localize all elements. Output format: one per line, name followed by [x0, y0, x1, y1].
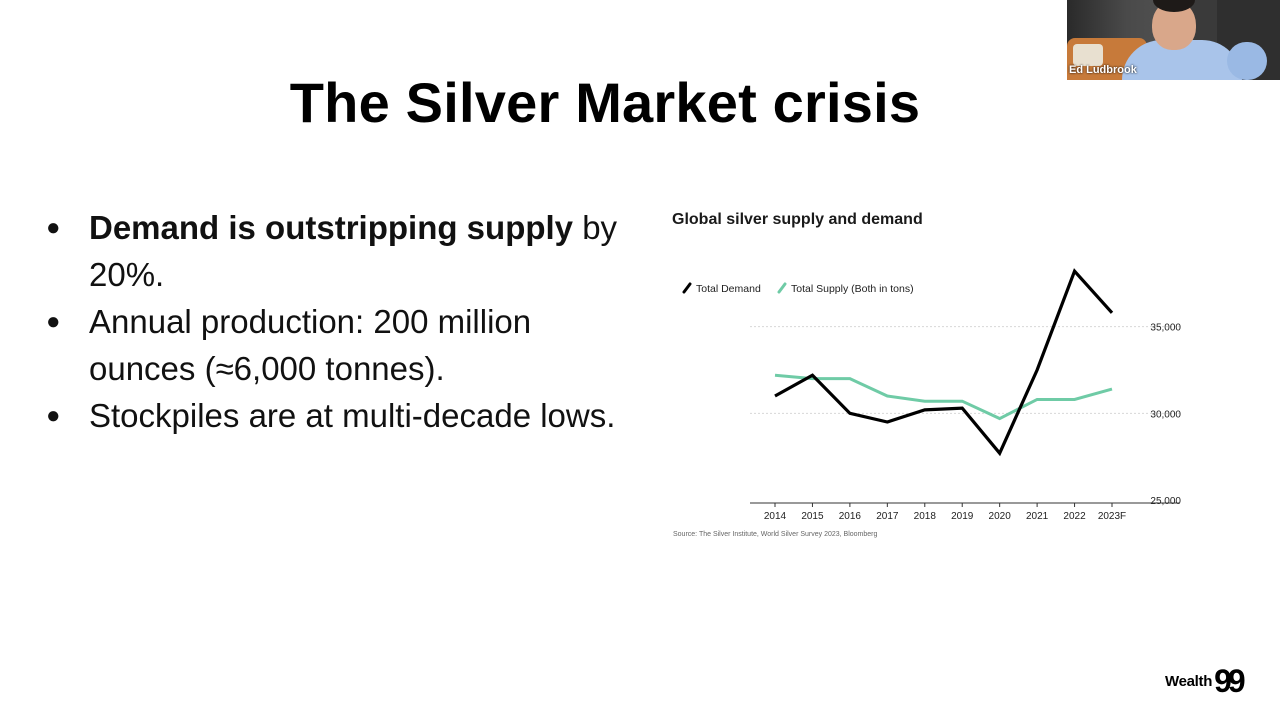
participant-hair [1153, 0, 1195, 12]
chart-title: Global silver supply and demand [672, 211, 923, 228]
x-tick-label: 2016 [839, 511, 862, 522]
slide-title: The Silver Market crisis [289, 71, 921, 134]
x-tick-label: 2022 [1063, 511, 1086, 522]
demand-line [774, 268, 1114, 457]
x-tick-label: 2021 [1026, 511, 1049, 522]
bullet-dot-icon: ● [46, 308, 61, 335]
wealth99-logo: Wealth 99 [1165, 663, 1246, 699]
participant-name: Ed Ludbrook [1069, 64, 1137, 76]
supply-line [774, 373, 1113, 421]
x-tick-label: 2017 [876, 511, 899, 522]
bullet-text: by 20%. [89, 209, 618, 293]
y-tick-label: 30,000 [1150, 409, 1181, 420]
x-tick-label: 2019 [951, 511, 974, 522]
video-pillow [1073, 44, 1103, 66]
bullet-item-stockpiles: ● Stockpiles are at multi-decade lows. [46, 392, 646, 439]
logo-text: Wealth [1165, 672, 1213, 690]
x-tick-label: 2015 [801, 511, 824, 522]
chart-grid [750, 326, 1180, 414]
bullet-list: ● Demand is outstripping supply by 20%. ●… [46, 204, 646, 439]
silver-chart: Global silver supply and demand Total De… [660, 200, 1200, 545]
bullet-item-demand: ● Demand is outstripping supply by 20%. [46, 204, 646, 298]
legend-demand-icon [682, 282, 692, 294]
legend-supply-icon [777, 282, 787, 294]
y-tick-label: 35,000 [1150, 323, 1181, 334]
x-tick-label: 2014 [764, 511, 787, 522]
participant-video[interactable]: Ed Ludbrook [1067, 0, 1280, 80]
legend-supply-label: Total Supply (Both in tons) [791, 283, 914, 295]
bullet-bold-text: Demand is outstripping supply [89, 209, 574, 246]
bullet-dot-icon: ● [46, 214, 61, 241]
logo-number: 99 [1214, 663, 1246, 699]
bullet-dot-icon: ● [46, 402, 61, 429]
chart-legend: Total Demand Total Supply (Both in tons) [682, 282, 914, 295]
chart-series [774, 268, 1114, 457]
x-tick-label: 2023F [1098, 511, 1126, 522]
x-tick-label: 2018 [914, 511, 937, 522]
bullet-text: Annual production: 200 million ounces (≈… [89, 303, 532, 387]
x-tick-label: 2020 [989, 511, 1012, 522]
bullet-text: Stockpiles are at multi-decade lows. [89, 397, 616, 434]
chart-svg: Global silver supply and demand Total De… [672, 211, 1181, 538]
bullet-item-production: ● Annual production: 200 million ounces (… [46, 298, 646, 392]
participant-arm [1227, 42, 1267, 80]
chart-source: Source: The Silver Institute, World Silv… [673, 531, 877, 538]
chart-axes: 35,000 30,000 25,000 2014 2015 2016 2017 2018 20… [750, 323, 1181, 522]
y-tick-label: 25,000 [1150, 496, 1181, 507]
legend-demand-label: Total Demand [696, 283, 761, 295]
